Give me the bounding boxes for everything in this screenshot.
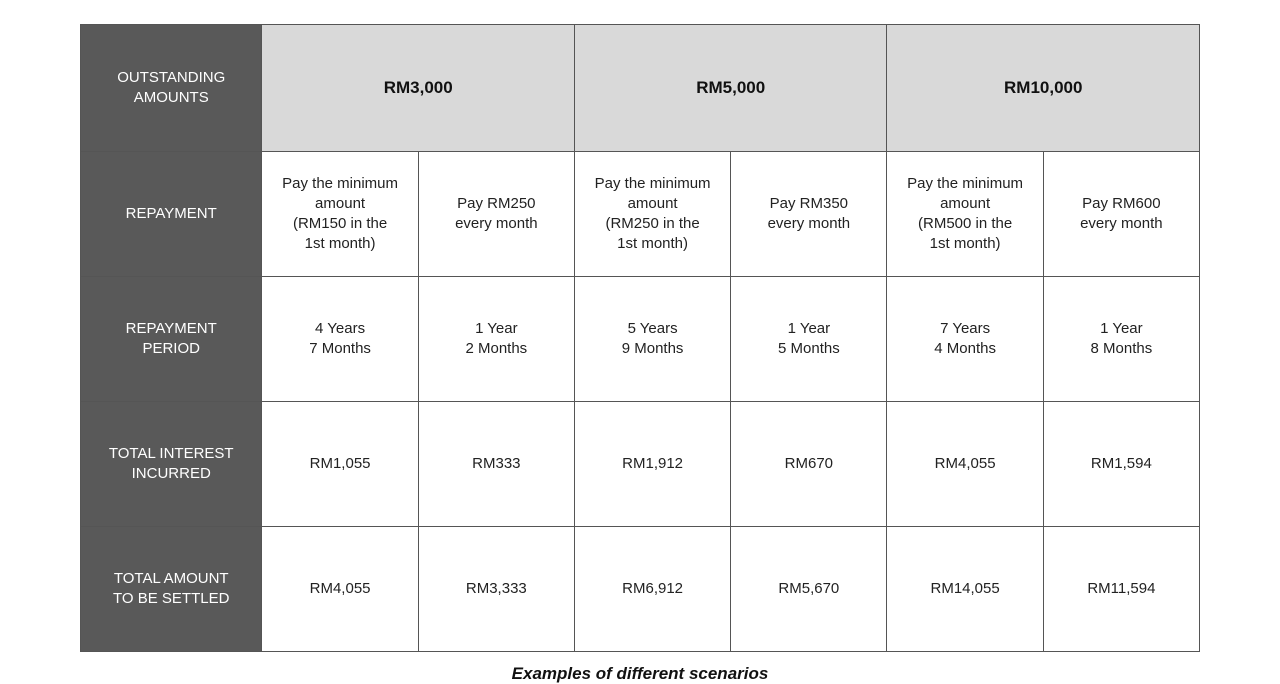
- amount-header-3: RM10,000: [887, 25, 1200, 152]
- row-label-interest: TOTAL INTEREST INCURRED: [81, 402, 262, 527]
- cell-period-1: 1 Year 2 Months: [418, 277, 574, 402]
- cell-total-0: RM4,055: [262, 527, 418, 652]
- cell-period-0: 4 Years 7 Months: [262, 277, 418, 402]
- cell-repayment-4: Pay the minimum amount (RM500 in the 1st…: [887, 152, 1043, 277]
- cell-interest-0: RM1,055: [262, 402, 418, 527]
- cell-repayment-3: Pay RM350 every month: [731, 152, 887, 277]
- row-label-period: REPAYMENT PERIOD: [81, 277, 262, 402]
- cell-interest-1: RM333: [418, 402, 574, 527]
- cell-repayment-5: Pay RM600 every month: [1043, 152, 1199, 277]
- cell-period-3: 1 Year 5 Months: [731, 277, 887, 402]
- cell-repayment-0: Pay the minimum amount (RM150 in the 1st…: [262, 152, 418, 277]
- cell-total-3: RM5,670: [731, 527, 887, 652]
- cell-interest-5: RM1,594: [1043, 402, 1199, 527]
- cell-total-4: RM14,055: [887, 527, 1043, 652]
- row-interest: TOTAL INTEREST INCURRED RM1,055 RM333 RM…: [81, 402, 1200, 527]
- cell-repayment-2: Pay the minimum amount (RM250 in the 1st…: [574, 152, 730, 277]
- page: OUTSTANDING AMOUNTS RM3,000 RM5,000 RM10…: [0, 0, 1280, 680]
- row-label-repayment: REPAYMENT: [81, 152, 262, 277]
- cell-total-2: RM6,912: [574, 527, 730, 652]
- cell-repayment-1: Pay RM250 every month: [418, 152, 574, 277]
- cell-interest-3: RM670: [731, 402, 887, 527]
- cell-interest-4: RM4,055: [887, 402, 1043, 527]
- cell-period-5: 1 Year 8 Months: [1043, 277, 1199, 402]
- row-label-outstanding: OUTSTANDING AMOUNTS: [81, 25, 262, 152]
- repayment-scenarios-table: OUTSTANDING AMOUNTS RM3,000 RM5,000 RM10…: [80, 24, 1200, 652]
- row-repayment: REPAYMENT Pay the minimum amount (RM150 …: [81, 152, 1200, 277]
- row-label-total: TOTAL AMOUNT TO BE SETTLED: [81, 527, 262, 652]
- row-period: REPAYMENT PERIOD 4 Years 7 Months 1 Year…: [81, 277, 1200, 402]
- amount-header-1: RM3,000: [262, 25, 575, 152]
- cell-total-1: RM3,333: [418, 527, 574, 652]
- cell-period-2: 5 Years 9 Months: [574, 277, 730, 402]
- amount-header-2: RM5,000: [574, 25, 887, 152]
- row-total: TOTAL AMOUNT TO BE SETTLED RM4,055 RM3,3…: [81, 527, 1200, 652]
- cell-total-5: RM11,594: [1043, 527, 1199, 652]
- cell-interest-2: RM1,912: [574, 402, 730, 527]
- table-caption: Examples of different scenarios: [80, 664, 1200, 684]
- cell-period-4: 7 Years 4 Months: [887, 277, 1043, 402]
- header-row: OUTSTANDING AMOUNTS RM3,000 RM5,000 RM10…: [81, 25, 1200, 152]
